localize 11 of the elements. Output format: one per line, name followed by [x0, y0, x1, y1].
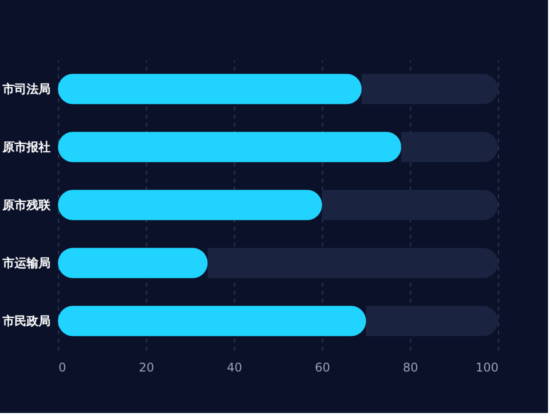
y-tick-label: 原市残联 — [2, 198, 52, 212]
x-tick-label: 40 — [226, 360, 242, 374]
y-tick-label: 市民政局 — [2, 314, 50, 328]
y-tick-label: 市司法局 — [2, 82, 50, 96]
x-tick-label: 80 — [402, 360, 418, 374]
y-tick-label: 市运输局 — [2, 256, 50, 270]
x-tick-label: 60 — [314, 360, 330, 374]
x-tick-label: 20 — [138, 360, 154, 374]
y-tick-label: 原市报社 — [2, 140, 50, 154]
x-tick-label: 100 — [476, 360, 498, 374]
x-tick-label: 0 — [58, 360, 66, 374]
